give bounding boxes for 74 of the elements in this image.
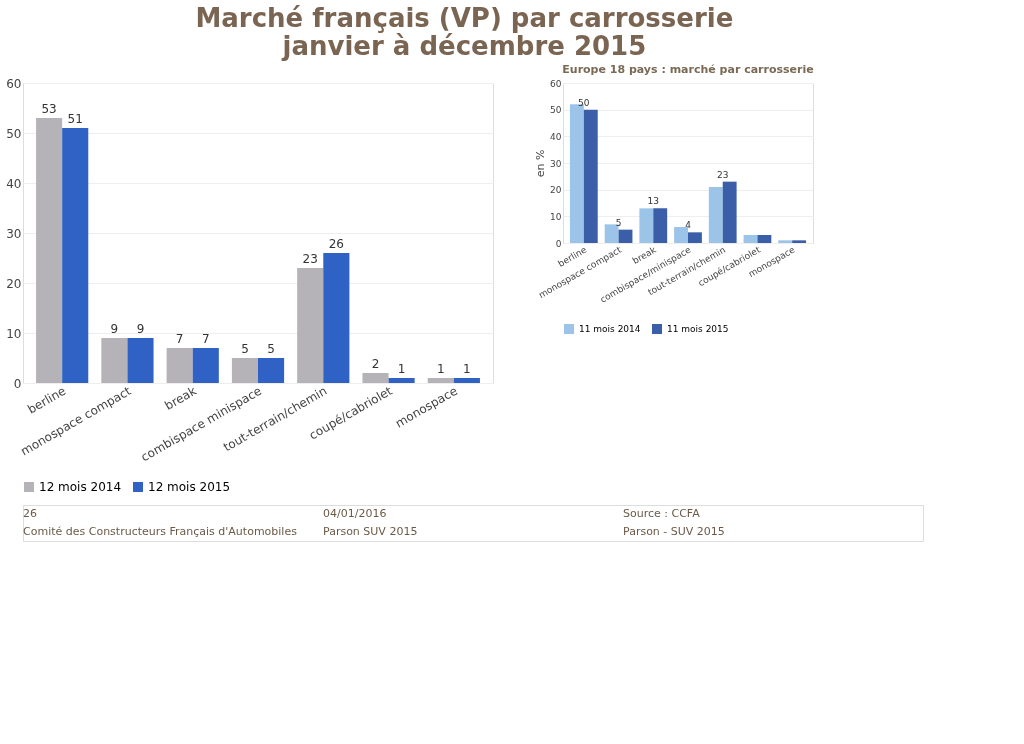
bar bbox=[583, 109, 598, 243]
data-label: 5 bbox=[615, 217, 622, 228]
y-axis-title: en % bbox=[534, 149, 548, 178]
data-label: 2 bbox=[371, 357, 380, 371]
data-label: 9 bbox=[110, 322, 119, 336]
y-tick-label: 60 bbox=[6, 76, 22, 91]
data-label: 4 bbox=[685, 220, 692, 231]
data-label: 51 bbox=[67, 112, 83, 126]
y-tick-label: 40 bbox=[6, 176, 22, 191]
data-label: 13 bbox=[647, 196, 659, 207]
data-label: 23 bbox=[717, 169, 729, 180]
bar bbox=[639, 208, 654, 243]
data-label: 9 bbox=[136, 322, 145, 336]
bar bbox=[388, 378, 415, 383]
bar bbox=[618, 229, 633, 243]
y-tick-label: 40 bbox=[550, 131, 562, 142]
legend-label: 12 mois 2014 bbox=[39, 480, 122, 494]
bar bbox=[722, 181, 737, 243]
data-label: 1 bbox=[463, 362, 471, 376]
bar bbox=[569, 104, 584, 243]
text: 26 bbox=[23, 507, 37, 520]
bar bbox=[297, 268, 324, 383]
y-tick-label: 20 bbox=[550, 185, 562, 196]
y-tick-label: 30 bbox=[6, 226, 22, 241]
y-tick-label: 30 bbox=[550, 158, 562, 169]
bar bbox=[792, 240, 807, 243]
y-tick-label: 10 bbox=[550, 211, 562, 222]
bar bbox=[192, 348, 219, 383]
bar bbox=[258, 358, 285, 383]
bar bbox=[778, 240, 793, 243]
bar bbox=[166, 348, 193, 383]
legend-label: 12 mois 2015 bbox=[148, 480, 231, 494]
bar bbox=[688, 232, 702, 243]
y-tick-label: 10 bbox=[6, 326, 22, 341]
text: Parson SUV 2015 bbox=[323, 525, 418, 538]
y-tick-label: 20 bbox=[6, 276, 22, 291]
data-label: 5 bbox=[267, 342, 275, 356]
y-tick-label: 50 bbox=[550, 105, 562, 116]
y-tick-label: 60 bbox=[550, 78, 562, 89]
bar bbox=[101, 338, 128, 383]
data-label: 5 bbox=[241, 342, 249, 356]
bar bbox=[323, 253, 350, 383]
legend-label: 11 mois 2014 bbox=[579, 324, 641, 334]
data-label: 53 bbox=[41, 102, 57, 116]
data-label: 50 bbox=[578, 97, 590, 108]
bar bbox=[62, 128, 89, 383]
source-note: Source : CCFA bbox=[623, 507, 701, 520]
data-label: 1 bbox=[397, 362, 406, 376]
bar bbox=[674, 227, 688, 243]
bar bbox=[757, 235, 772, 243]
chart-title: Europe 18 pays : marché par carrosserie bbox=[562, 63, 814, 76]
chart-title: Marché français (VP) par carrosserie janvier à décembre 2015 bbox=[195, 2, 734, 61]
data-label: 23 bbox=[302, 252, 318, 266]
data-label: 7 bbox=[201, 332, 210, 346]
y-tick-label: 50 bbox=[6, 126, 22, 141]
bar bbox=[231, 358, 258, 383]
legend-label: 11 mois 2015 bbox=[667, 324, 729, 334]
data-label: 1 bbox=[436, 362, 445, 376]
text: 04/01/2016 bbox=[323, 507, 387, 520]
bar bbox=[743, 235, 758, 243]
data-label: 26 bbox=[328, 237, 344, 251]
bar bbox=[36, 118, 63, 383]
bar bbox=[604, 224, 619, 243]
bar bbox=[453, 378, 480, 383]
bar bbox=[708, 187, 723, 243]
text: Comité des Constructeurs Français d'Automobiles bbox=[23, 525, 298, 538]
text: Parson - SUV 2015 bbox=[623, 525, 725, 538]
bar bbox=[427, 378, 454, 383]
y-tick-label: 0 bbox=[13, 376, 22, 391]
bar bbox=[653, 208, 668, 243]
y-tick-label: 0 bbox=[555, 238, 562, 249]
bar bbox=[127, 338, 154, 383]
data-label: 7 bbox=[175, 332, 184, 346]
bar bbox=[362, 373, 389, 383]
